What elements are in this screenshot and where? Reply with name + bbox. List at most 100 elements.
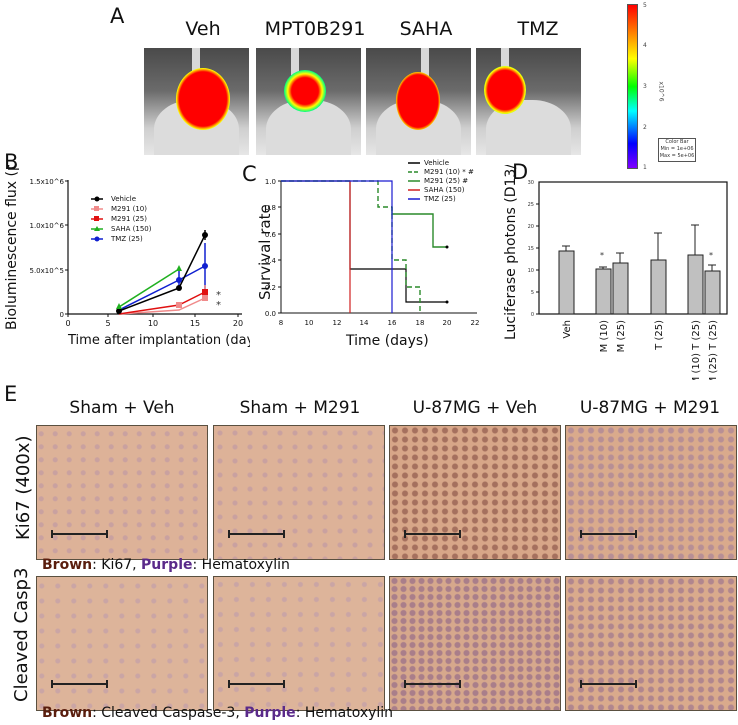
chart-c-ytick: 0.4 (265, 257, 277, 265)
chart-b-ytick: 5.0x10^5 (29, 267, 64, 275)
chart-c-legend-item: M291 (25) # (424, 177, 468, 185)
chart-b-legend-item: SAHA (150) (111, 225, 152, 233)
chart-d-significance: * (600, 251, 604, 260)
caption-brown-label: Brown (42, 705, 93, 721)
chart-b-xlabel: Time after implantation (days) (67, 333, 250, 348)
panel-e-letter: E (4, 382, 18, 406)
caption-text: : Hematoxylin (295, 705, 394, 721)
chart-d-luciferase: Luciferase photons (D13/D6) 0 5 10 15 20… (503, 165, 728, 380)
panel-c-letter: C (242, 162, 257, 186)
chart-c-legend-item: TMZ (25) (423, 195, 456, 203)
chart-c-xtick: 8 (279, 319, 283, 327)
chart-c-ytick: 0.6 (265, 231, 277, 239)
chart-d-xtick: M (25) T (25) (708, 320, 719, 380)
scale-bar (404, 680, 461, 688)
panel-d-letter: D (512, 160, 529, 184)
chart-d-xtick: M (25) (616, 320, 627, 352)
chart-c-survival: Survival rate 0.0 0.2 0.4 0.6 0.8 1.0 8 … (256, 159, 480, 349)
histology-casp3-u87-m291 (565, 576, 737, 711)
row-label-casp3: Cleaved Casp3 (11, 567, 32, 702)
chart-c-ytick: 0.2 (265, 284, 276, 292)
chart-b-annotation: * (216, 300, 221, 311)
scale-bar (51, 530, 108, 538)
chart-b-legend-item: M291 (25) (111, 215, 147, 223)
chart-b-legend-item: Vehicle (111, 195, 136, 203)
chart-d-xtick: M (10) T (25) (691, 320, 702, 380)
histology-casp3-sham-m291 (213, 576, 385, 711)
label-saha: SAHA (399, 18, 453, 40)
chart-c-xtick: 18 (416, 319, 425, 327)
colorbar-tick-5: 5 (643, 2, 647, 9)
column-label-u87-veh: U-87MG + Veh (412, 398, 538, 418)
colorbar (627, 4, 638, 169)
chart-c-ytick: 0.0 (265, 310, 276, 318)
chart-d-significance: * (709, 251, 713, 260)
colorbar-tick-2: 2 (643, 124, 647, 131)
panel-a-letter: A (110, 4, 125, 28)
column-label-sham-m291: Sham + M291 (239, 398, 361, 418)
chart-b-bioluminescence: Bioluminescence flux (photons/sec) 0 5.0… (4, 165, 250, 348)
label-veh: Veh (185, 18, 221, 40)
bli-image-mpt0b291 (256, 48, 361, 155)
histology-casp3-u87-veh (389, 576, 561, 711)
histology-ki67-sham-veh (36, 425, 208, 560)
label-tmz: TMZ (517, 18, 559, 40)
caption-text: : Cleaved Caspase-3, (92, 705, 245, 721)
chart-c-xlabel: Time (days) (345, 333, 429, 349)
column-label-sham-veh: Sham + Veh (69, 398, 175, 418)
bli-image-veh (144, 48, 249, 155)
histology-casp3-sham-veh (36, 576, 208, 711)
colorbar-unit-label: x10^6 (657, 81, 665, 102)
scale-bar (580, 680, 637, 688)
caption-purple-label: Purple (244, 705, 296, 721)
chart-c-ylabel: Survival rate (256, 204, 274, 300)
bli-image-tmz (476, 48, 581, 155)
chart-c-ytick: 1.0 (265, 178, 276, 186)
caption-purple-label: Purple (141, 557, 193, 573)
caption-ki67: Brown: Ki67, Purple: Hematoxylin (42, 557, 290, 573)
histology-ki67-u87-veh (389, 425, 561, 560)
chart-c-legend-item: M291 (10) * # (424, 168, 474, 176)
colorbar-info-box: Color Bar Min = 1e+06 Max = 5e+06 (658, 138, 696, 162)
chart-c-legend-item: Vehicle (424, 159, 449, 167)
chart-d-ytick: 10 (528, 268, 534, 274)
chart-d-xtick: M (10) (599, 320, 610, 352)
scale-bar (580, 530, 637, 538)
chart-c-legend-item: SAHA (150) (424, 186, 465, 194)
scale-bar (51, 680, 108, 688)
caption-text: : Ki67, (92, 557, 142, 573)
scale-bar (228, 530, 285, 538)
colorbar-tick-4: 4 (643, 42, 647, 49)
chart-b-ytick: 1.5x10^6 (29, 178, 64, 186)
chart-d-ytick: 5 (531, 290, 534, 296)
chart-d-xtick: T (25) (654, 320, 665, 351)
histology-ki67-sham-m291 (213, 425, 385, 560)
chart-b-ylabel-1: Bioluminescence flux (photons/sec) (4, 165, 20, 330)
chart-b-legend-item: TMZ (25) (110, 235, 143, 243)
caption-text: : Hematoxylin (192, 557, 290, 573)
chart-b-ytick: 0 (60, 311, 64, 319)
chart-c-xtick: 20 (443, 319, 452, 327)
chart-d-ytick: 0 (531, 312, 534, 318)
chart-b-xtick: 10 (148, 319, 158, 328)
chart-c-xtick: 12 (333, 319, 342, 327)
chart-c-ytick: 0.8 (265, 204, 276, 212)
histology-ki67-u87-m291 (565, 425, 737, 560)
chart-b-xtick: 0 (65, 319, 70, 328)
chart-d-ytick: 30 (528, 180, 534, 186)
chart-b-annotation: * (216, 290, 221, 301)
colorbar-box-min: Min = 1e+06 (660, 146, 694, 152)
colorbar-box-max: Max = 5e+06 (659, 153, 695, 159)
chart-c-xtick: 16 (388, 319, 397, 327)
scale-bar (228, 680, 285, 688)
chart-c-xtick: 22 (471, 319, 480, 327)
chart-b-legend-item: M291 (10) (111, 205, 147, 213)
chart-d-xtick: Veh (562, 320, 573, 339)
colorbar-tick-1: 1 (643, 164, 647, 171)
chart-b-xtick: 15 (190, 319, 200, 328)
column-label-u87-m291: U-87MG + M291 (579, 398, 721, 418)
chart-d-ylabel: Luciferase photons (D13/D6) (503, 165, 519, 340)
chart-b-xtick: 20 (233, 319, 243, 328)
panel-b-letter: B (4, 150, 19, 174)
chart-d-ytick: 15 (528, 246, 534, 252)
